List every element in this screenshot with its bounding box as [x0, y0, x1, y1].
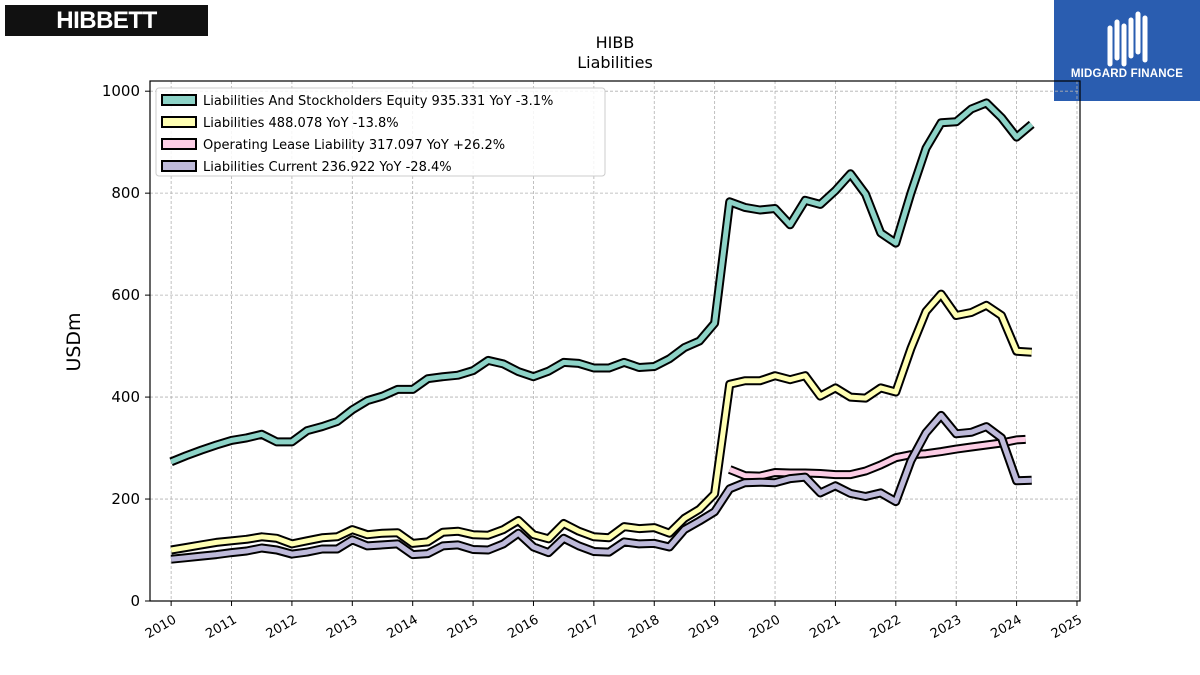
legend-entry: Operating Lease Liability 317.097 YoY +2… — [161, 138, 505, 153]
midgard-logo-text: MIDGARD FINANCE — [1070, 68, 1184, 80]
series-outline-liabilities — [170, 289, 1032, 555]
y-tick-label: 600 — [111, 286, 140, 304]
x-tick-label: 2018 — [626, 612, 662, 642]
x-tick-label: 2022 — [868, 612, 904, 642]
legend-entry: Liabilities 488.078 YoY -13.8% — [161, 116, 399, 131]
hibbett-logo-text: HIBBETT SPORTS — [55, 7, 158, 65]
legend-label: Liabilities And Stockholders Equity 935.… — [203, 94, 553, 109]
midgard-finance-logo: MIDGARD FINANCE — [1054, 0, 1200, 101]
series-line-liabilities — [170, 291, 1032, 553]
y-tick-label: 400 — [111, 388, 140, 406]
midgard-monogram-icon — [1107, 11, 1148, 67]
x-tick-label: 2010 — [143, 612, 179, 642]
legend-label: Liabilities Current 236.922 YoY -28.4% — [203, 160, 452, 175]
hibbett-sports-logo: HIBBETT SPORTS® — [5, 5, 208, 65]
x-tick-label: 2024 — [988, 612, 1024, 642]
x-tick-label: 2015 — [445, 612, 481, 642]
x-tick-label: 2011 — [203, 612, 239, 642]
x-tick-label: 2019 — [686, 612, 722, 642]
y-axis-label: USDm — [63, 312, 85, 371]
x-tick-label: 2013 — [324, 612, 360, 642]
x-tick-label: 2012 — [264, 612, 300, 642]
chart-title: HIBB — [596, 33, 635, 52]
legend-label: Liabilities 488.078 YoY -13.8% — [203, 116, 399, 131]
x-tick-label: 2016 — [505, 612, 541, 642]
x-tick-label: 2021 — [807, 612, 843, 642]
series-lines — [169, 98, 1035, 564]
x-tick-label: 2025 — [1049, 612, 1085, 642]
y-tick-label: 0 — [130, 592, 140, 610]
legend-swatch — [161, 94, 197, 106]
legend-entry: Liabilities Current 236.922 YoY -28.4% — [161, 160, 452, 175]
series-line-liabilities-current — [170, 412, 1032, 562]
y-tick-label: 200 — [111, 490, 140, 508]
legend-box — [155, 87, 606, 177]
legend-swatch — [161, 138, 197, 150]
plot-frame — [149, 80, 1081, 602]
x-tick-label: 2014 — [385, 612, 421, 642]
legend-label: Operating Lease Liability 317.097 YoY +2… — [203, 138, 505, 153]
legend-swatch — [161, 116, 197, 128]
x-tick-label: 2017 — [566, 612, 602, 642]
x-tick-label: 2023 — [928, 612, 964, 642]
chart-subtitle: Liabilities — [577, 53, 653, 72]
series-line-operating-lease-liability — [728, 436, 1026, 479]
series-line-liabilities-and-stockholders-equity — [170, 100, 1034, 465]
y-tick-label: 800 — [111, 184, 140, 202]
legend: Liabilities And Stockholders Equity 935.… — [155, 87, 606, 177]
legend-swatch — [161, 160, 197, 172]
registered-mark: ® — [151, 40, 158, 50]
legend-entry: Liabilities And Stockholders Equity 935.… — [161, 94, 553, 109]
x-tick-label: 2020 — [747, 612, 783, 642]
y-tick-label: 1000 — [102, 82, 140, 100]
